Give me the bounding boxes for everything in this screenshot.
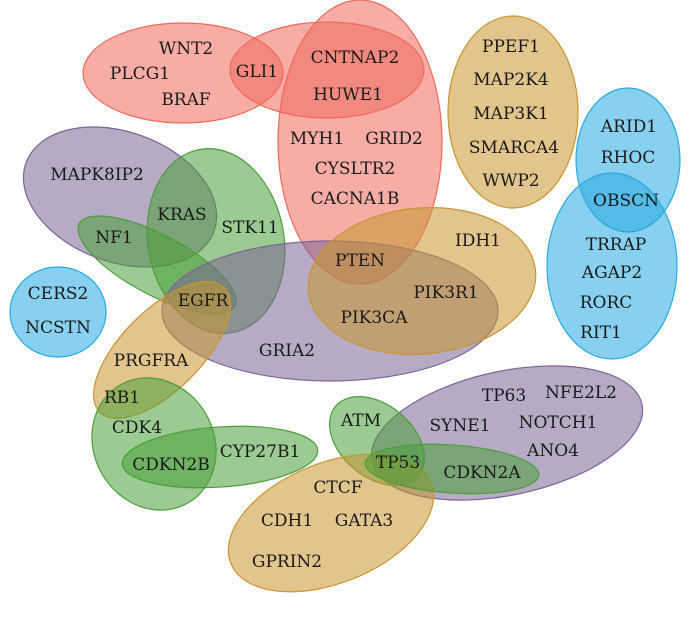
gene-label-cacna1b: CACNA1B — [311, 189, 400, 209]
gene-label-wwp2: WWP2 — [482, 171, 539, 191]
gene-label-prgfra: PRGFRA — [114, 351, 189, 371]
gene-label-cyp27b1: CYP27B1 — [220, 442, 301, 462]
gene-label-obscn: OBSCN — [593, 191, 659, 211]
gene-label-cntnap2: CNTNAP2 — [311, 48, 400, 68]
gene-label-syne1: SYNE1 — [430, 416, 491, 436]
gene-label-gprin2: GPRIN2 — [252, 552, 322, 572]
gene-label-notch1: NOTCH1 — [519, 413, 598, 433]
set-ellipse-idh1 — [307, 207, 537, 355]
gene-label-cysltr2: CYSLTR2 — [315, 159, 396, 179]
gene-label-wnt2: WNT2 — [159, 39, 214, 59]
gene-label-rorc: RORC — [580, 293, 633, 313]
gene-label-smarca4: SMARCA4 — [469, 138, 559, 158]
gene-label-braf: BRAF — [161, 90, 211, 110]
gene-label-cdh1: CDH1 — [261, 511, 313, 531]
gene-label-pten: PTEN — [335, 251, 385, 271]
gene-label-arid1: ARID1 — [600, 117, 657, 137]
gene-label-grid2: GRID2 — [365, 129, 423, 149]
gene-label-ncstn: NCSTN — [25, 318, 91, 338]
gene-label-ctcf: CTCF — [313, 478, 362, 498]
set-ellipses — [9, 0, 681, 593]
gene-label-rb1: RB1 — [104, 388, 140, 408]
gene-label-mapk8ip2: MAPK8IP2 — [50, 165, 144, 185]
gene-label-idh1: IDH1 — [455, 231, 501, 251]
gene-label-egfr: EGFR — [178, 291, 230, 311]
gene-label-pik3ca: PIK3CA — [341, 308, 409, 328]
gene-label-ano4: ANO4 — [526, 441, 579, 461]
gene-label-plcg1: PLCG1 — [110, 64, 170, 84]
gene-label-ppef1: PPEF1 — [482, 37, 540, 57]
gene-label-agap2: AGAP2 — [581, 263, 642, 283]
set-ellipse-cyp27b1 — [121, 425, 319, 489]
set-ellipse-rhoc — [546, 172, 678, 360]
gene-labels: WNT2 PLCG1 BRAF GLI1 CNTNAP2 HUWE1 MYH1 … — [25, 37, 659, 572]
gene-label-gata3: GATA3 — [335, 511, 393, 531]
gene-label-tp53: TP53 — [376, 453, 420, 473]
gene-label-pik3r1: PIK3R1 — [413, 283, 478, 303]
gene-label-stk11: STK11 — [221, 218, 278, 238]
gene-label-trrap: TRRAP — [586, 235, 647, 255]
gene-label-cers2: CERS2 — [28, 284, 89, 304]
gene-label-gria2: GRIA2 — [259, 341, 315, 361]
gene-label-cdkn2a: CDKN2A — [443, 463, 521, 483]
gene-label-cdk4: CDK4 — [112, 418, 162, 438]
gene-label-map3k1: MAP3K1 — [473, 104, 548, 124]
gene-label-tp63: TP63 — [482, 386, 526, 406]
gene-label-rhoc: RHOC — [601, 148, 656, 168]
gene-label-nfe2l2: NFE2L2 — [545, 383, 617, 403]
gene-label-atm: ATM — [340, 411, 381, 431]
gene-label-nf1: NF1 — [95, 228, 133, 248]
gene-label-map2k4: MAP2K4 — [473, 70, 548, 90]
gene-label-cdkn2b: CDKN2B — [132, 455, 210, 475]
gene-label-kras: KRAS — [157, 205, 206, 225]
gene-label-gli1: GLI1 — [236, 62, 278, 82]
set-ellipse-cers2 — [9, 266, 107, 358]
gene-label-rit1: RIT1 — [580, 323, 622, 343]
set-ellipse-cdkn2a — [364, 443, 540, 495]
gene-label-myh1: MYH1 — [290, 129, 344, 149]
set-ellipse-ppef1 — [447, 15, 579, 209]
gene-label-huwe1: HUWE1 — [313, 85, 383, 105]
